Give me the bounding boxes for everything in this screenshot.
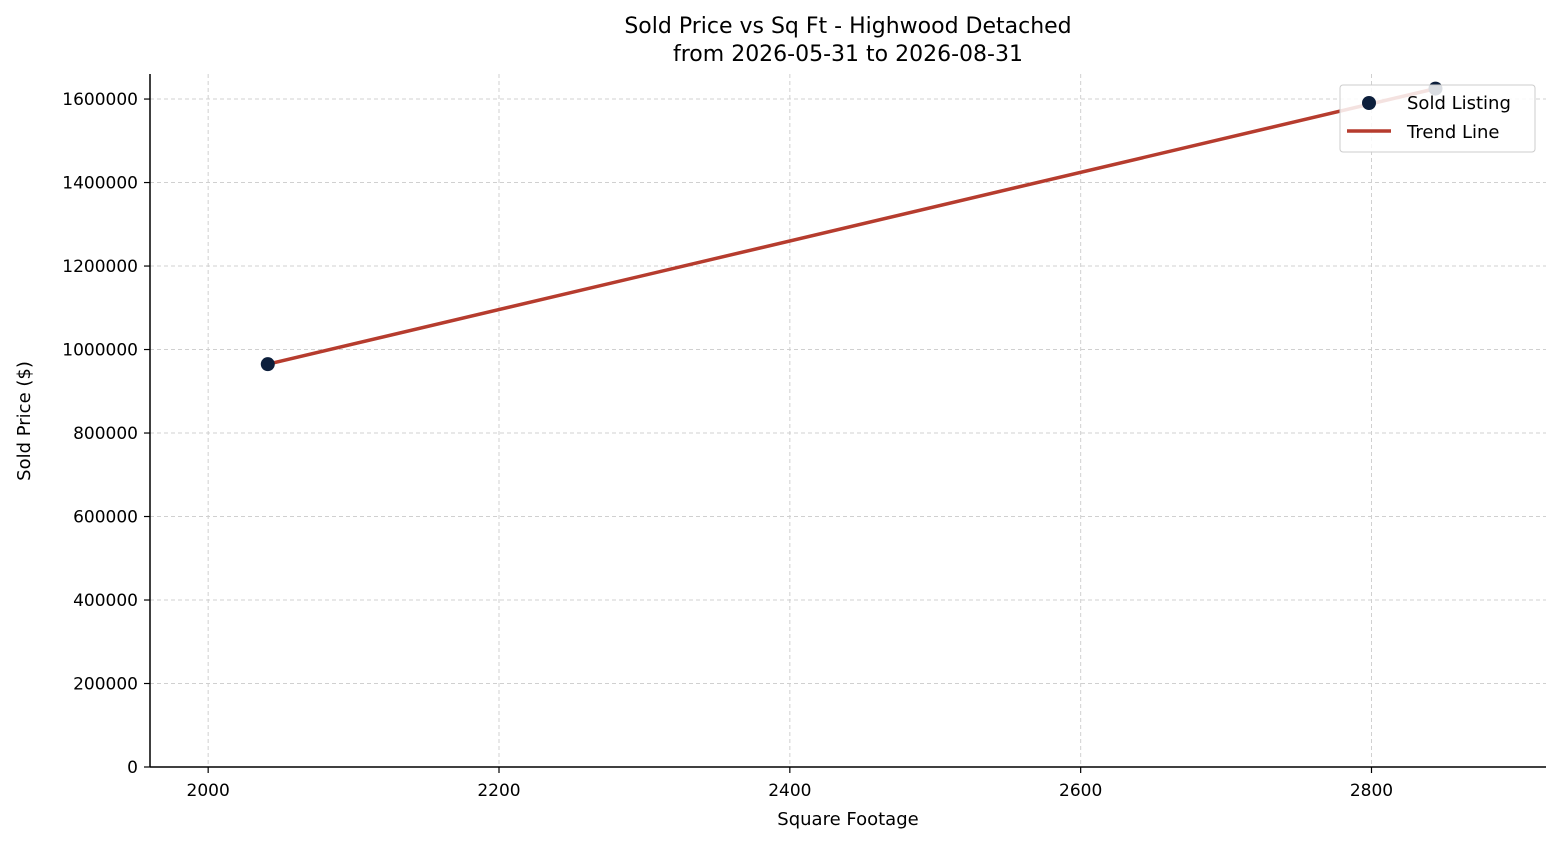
series-layer (260, 81, 1443, 372)
legend-marker-sold-listing (1362, 96, 1376, 110)
y-tick-label: 0 (127, 758, 138, 778)
legend: Sold Listing Trend Line (1339, 84, 1536, 153)
y-tick-label: 1000000 (62, 341, 138, 361)
x-tick-label: 2000 (187, 781, 230, 801)
x-tick-label: 2400 (768, 781, 811, 801)
legend-label-sold-listing: Sold Listing (1407, 93, 1511, 114)
legend-box (1339, 84, 1536, 153)
sold-listing-point (260, 357, 275, 372)
y-axis-label: Sold Price ($) (14, 361, 35, 481)
y-tick-label: 1200000 (62, 257, 138, 277)
y-tick-label: 400000 (73, 591, 138, 611)
y-tick-label: 200000 (73, 675, 138, 695)
y-tick-label: 600000 (73, 508, 138, 528)
x-tick-label: 2600 (1059, 781, 1102, 801)
x-tick-label: 2800 (1350, 781, 1393, 801)
axes (149, 74, 1546, 768)
chart-title-line1: Sold Price vs Sq Ft - Highwood Detached (624, 14, 1071, 39)
x-axis-label: Square Footage (777, 809, 918, 830)
grid (150, 74, 1546, 768)
y-tick-label: 800000 (73, 424, 138, 444)
y-tick-label: 1400000 (62, 174, 138, 194)
trend-line (267, 86, 1436, 366)
y-ticks: 0 200000 400000 600000 800000 1000000 1200000 1… (62, 90, 150, 778)
x-ticks: 2000 2200 2400 2600 2800 (187, 767, 1393, 801)
y-tick-label: 1600000 (62, 90, 138, 110)
legend-label-trend-line: Trend Line (1406, 122, 1500, 143)
x-tick-label: 2200 (477, 781, 520, 801)
chart-title-line2: from 2026-05-31 to 2026-08-31 (673, 42, 1023, 67)
